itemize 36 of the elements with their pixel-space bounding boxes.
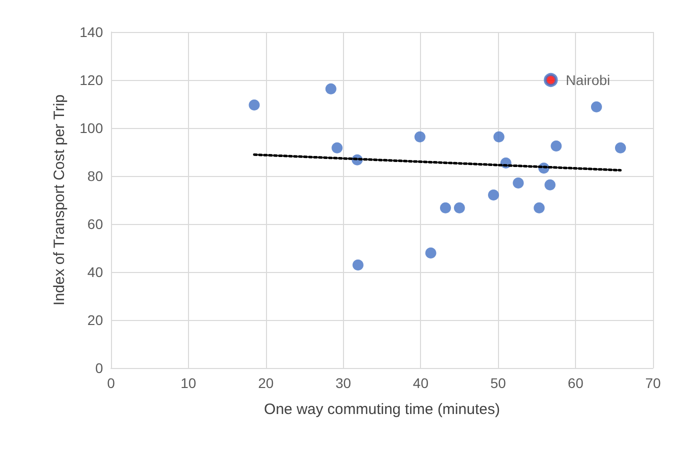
point xyxy=(440,202,451,214)
y-tick-label: 60 xyxy=(87,216,104,232)
y-tick-label: 80 xyxy=(87,168,104,184)
point xyxy=(512,177,524,188)
point xyxy=(614,142,626,154)
point xyxy=(544,73,558,87)
point xyxy=(325,83,336,94)
point xyxy=(590,101,602,112)
x-tick-label: 30 xyxy=(335,375,352,391)
x-tick-label: 20 xyxy=(258,375,274,391)
x-tick-label: 50 xyxy=(490,375,506,391)
y-tick-label: 120 xyxy=(80,72,104,88)
point xyxy=(488,189,499,200)
x-tick-label: 40 xyxy=(412,375,429,391)
point xyxy=(425,248,436,259)
x-axis-title: One way commuting time (minutes) xyxy=(264,401,500,418)
x-tick-label: 0 xyxy=(107,375,116,391)
y-axis-title: Index of Transport Cost per Trip xyxy=(51,94,68,306)
x-tick-label: 70 xyxy=(645,375,661,391)
point xyxy=(493,131,504,142)
point xyxy=(352,260,364,271)
y-tick-label: 100 xyxy=(80,120,104,136)
x-tick-label: 60 xyxy=(568,375,584,391)
point xyxy=(248,99,260,110)
point xyxy=(550,140,562,152)
y-tick-label: 140 xyxy=(80,24,104,40)
y-tick-label: 40 xyxy=(87,264,104,280)
point xyxy=(414,131,426,142)
x-tick-label: 10 xyxy=(180,375,196,391)
y-tick-label: 20 xyxy=(87,312,104,328)
point xyxy=(534,202,545,214)
y-tick-label: 0 xyxy=(95,360,104,376)
series-label: Nairobi xyxy=(566,72,610,88)
point xyxy=(454,202,465,214)
point xyxy=(332,142,343,154)
point xyxy=(544,179,556,190)
